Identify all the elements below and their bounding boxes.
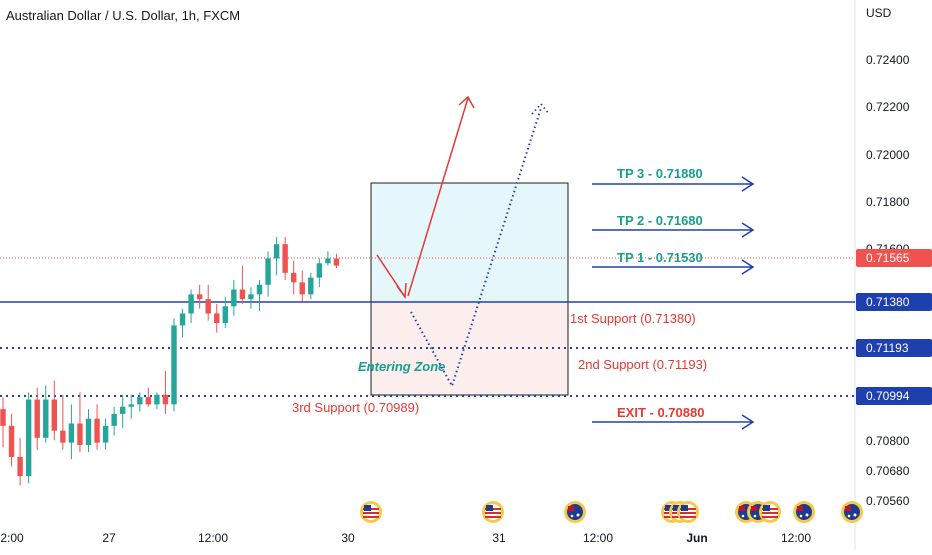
candle-body [34,399,40,438]
current-price-tag: 0.71565 [866,251,910,265]
candle-body [239,289,246,300]
support-3-label: 3rd Support (0.70989) [292,400,419,415]
candle-body [77,423,83,445]
y-tick-label: 0.70560 [866,494,910,508]
y-tick-label: 0.70800 [866,434,910,448]
exit-label: EXIT - 0.70880 [617,405,704,420]
projection-arrow-down-head [396,282,407,300]
candle-body [265,258,271,285]
candle-body [333,258,340,266]
candle-body [308,277,314,295]
x-tick-label: 12:00 [583,531,613,545]
x-tick-label: 12:00 [781,531,811,545]
entering-zone-label: Entering Zone [358,359,445,374]
y-tick-label: 0.72400 [866,53,910,67]
candle-body [137,397,143,405]
candle-body [299,282,305,295]
take-profit-label: TP 2 - 0.71680 [617,213,703,228]
support-price-tag: 0.70994 [866,389,910,403]
support-price-tag-bg [856,387,932,405]
support-price-tag: 0.71380 [866,295,910,309]
candle-body [162,394,169,405]
take-profit-label: TP 1 - 0.71530 [617,250,703,265]
candle-body [154,394,160,405]
candle-body [111,413,117,426]
candle-body [291,272,297,283]
candle-body [273,244,280,259]
target-arrow-head [741,222,755,238]
candle-body [43,399,49,438]
support-price-tag: 0.71193 [866,341,909,355]
support-2-label: 2nd Support (0.71193) [578,357,707,372]
y-tick-label: 0.70680 [866,464,910,478]
target-arrow-head [741,176,755,192]
candle-body [0,409,6,426]
candle-body [222,306,228,324]
candle-body [60,430,66,443]
candle-body [51,399,57,431]
candle-body [120,406,126,414]
candle-body [231,289,237,307]
candle-body [145,397,152,405]
y-tick-label: 0.72000 [866,148,910,162]
candle-body [196,294,203,300]
support-price-tag-bg [856,339,932,357]
candle-body [68,423,75,443]
candle-body [325,258,331,264]
candle-body [248,294,254,300]
target-arrow-head [741,259,755,275]
candle-body [102,425,109,443]
dotted-projection-path [410,107,542,389]
candle-body [188,294,194,314]
candle-body [17,456,23,477]
candle-body [205,299,211,314]
candle-body [256,284,263,295]
candle-body [128,404,134,407]
x-tick-label: 27 [102,531,116,545]
y-tick-label: 0.72200 [866,100,910,114]
x-tick-label: 2:00 [0,531,24,545]
support-1-label: 1st Support (0.71380) [570,311,696,326]
candle-body [282,244,288,273]
target-arrow-head [741,414,755,430]
candle-body [214,313,220,324]
x-tick-label: 30 [341,531,355,545]
projection-arrow-up [407,97,469,297]
dotted-projection-head [531,102,550,115]
take-profit-label: TP 3 - 0.71880 [617,166,703,181]
candle-body [8,425,15,457]
currency-label: USD [866,6,892,20]
x-tick-label: 12:00 [198,531,228,545]
y-tick-label: 0.71800 [866,195,910,209]
candle-body [94,418,100,443]
candle-body [171,325,177,405]
candle-body [25,399,32,477]
chart-title: Australian Dollar / U.S. Dollar, 1h, FXC… [6,8,241,23]
projection-arrow-up-head [458,95,475,109]
candle-body [179,313,186,326]
support-price-tag-bg [856,293,932,311]
current-price-tag-bg [856,249,932,267]
candle-body [316,263,323,278]
target-zone-box [370,182,569,303]
candle-body [85,418,92,445]
x-tick-label: Jun [686,531,707,545]
x-tick-label: 31 [492,531,506,545]
